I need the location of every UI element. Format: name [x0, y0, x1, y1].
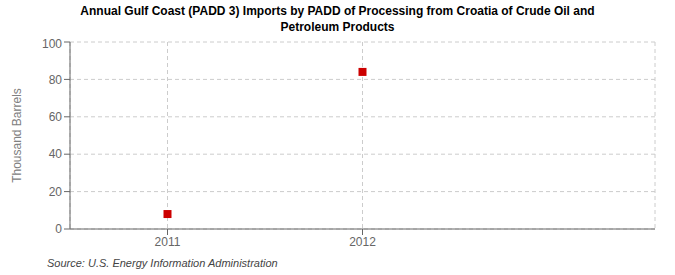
- svg-text:80: 80: [49, 73, 63, 87]
- html-text:Source: U.S. Energy Informatio: Source: U.S. Energy Information Administ…: [47, 257, 278, 269]
- svg-text:2011: 2011: [155, 235, 181, 249]
- html-text:Annual Gulf Coast (PADD 3) Imp: Annual Gulf Coast (PADD 3) Imports by PA…: [80, 4, 595, 18]
- svg-text:20: 20: [49, 185, 63, 199]
- svg-text:40: 40: [49, 147, 63, 161]
- svg-text:100: 100: [42, 37, 62, 51]
- svg-text:2012: 2012: [349, 235, 376, 249]
- html-text:Petroleum Products: Petroleum Products: [280, 20, 395, 34]
- svg-text:60: 60: [49, 110, 63, 124]
- svg-text:Thousand Barrels: Thousand Barrels: [10, 88, 24, 183]
- svg-text:0: 0: [55, 222, 62, 236]
